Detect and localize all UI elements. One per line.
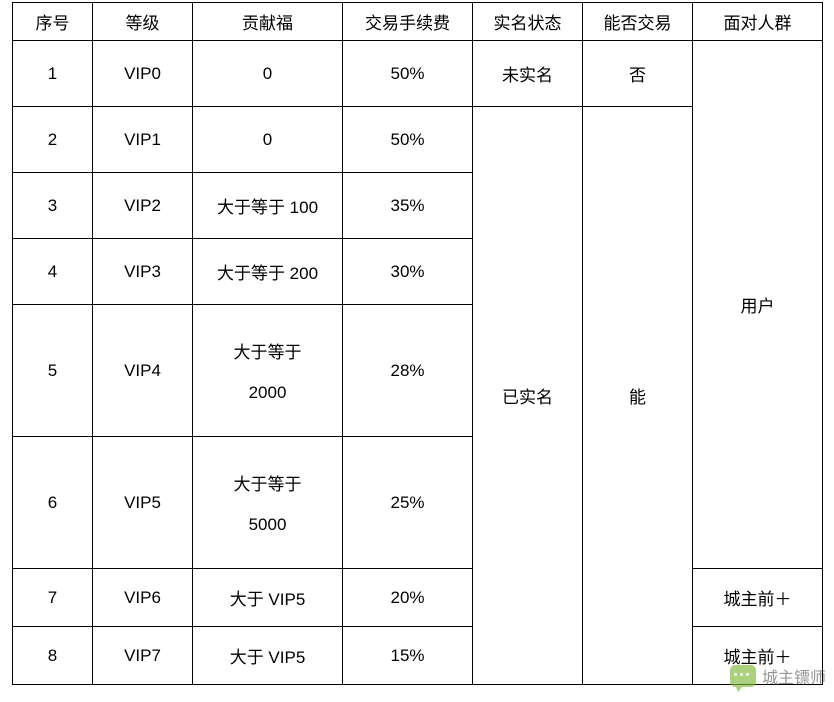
table-cell: 0: [193, 41, 343, 107]
table-cell: 5: [13, 305, 93, 437]
table-cell: 大于等于2000: [193, 305, 343, 437]
table-cell: 大于等于 200: [193, 239, 343, 305]
table-row: 7VIP6大于 VIP520% 城主前＋: [13, 569, 823, 627]
table-cell: 28%: [343, 305, 473, 437]
table-cell: 50%: [343, 41, 473, 107]
column-header: 贡献福: [193, 3, 343, 41]
table-cell: 4: [13, 239, 93, 305]
watermark-text: 城主镖师: [762, 664, 826, 688]
table-cell: 能: [583, 107, 693, 685]
table-cell: 6: [13, 437, 93, 569]
table-cell: 未实名: [473, 41, 583, 107]
table-cell: 50%: [343, 107, 473, 173]
table-cell: 30%: [343, 239, 473, 305]
column-header: 交易手续费: [343, 3, 473, 41]
table-cell: 否: [583, 41, 693, 107]
table-cell: 20%: [343, 569, 473, 627]
table-cell: VIP2: [93, 173, 193, 239]
table-cell: 1: [13, 41, 93, 107]
table-header-row: 序号等级贡献福交易手续费实名状态能否交易面对人群: [13, 3, 823, 41]
table-row: 1VIP0050%未实名否用户: [13, 41, 823, 107]
table-cell: 大于 VIP5: [193, 627, 343, 685]
table-cell: VIP1: [93, 107, 193, 173]
table-cell: 城主前＋: [693, 569, 823, 627]
column-header: 序号: [13, 3, 93, 41]
table-cell: 已实名: [473, 107, 583, 685]
table-cell: 3: [13, 173, 93, 239]
table-row: 8VIP7大于 VIP515%城主前＋: [13, 627, 823, 685]
table-cell: 大于等于5000: [193, 437, 343, 569]
table-cell: 2: [13, 107, 93, 173]
table-cell: 用户: [693, 41, 823, 569]
table-cell: 25%: [343, 437, 473, 569]
vip-table: 序号等级贡献福交易手续费实名状态能否交易面对人群 1VIP0050%未实名否用户…: [12, 2, 823, 685]
column-header: 等级: [93, 3, 193, 41]
table-cell: VIP6: [93, 569, 193, 627]
wechat-icon: [730, 665, 756, 687]
column-header: 实名状态: [473, 3, 583, 41]
table-cell: VIP7: [93, 627, 193, 685]
table-cell: 8: [13, 627, 93, 685]
column-header: 面对人群: [693, 3, 823, 41]
column-header: 能否交易: [583, 3, 693, 41]
watermark: 城主镖师: [730, 664, 826, 688]
table-cell: VIP5: [93, 437, 193, 569]
table-cell: VIP0: [93, 41, 193, 107]
table-cell: 35%: [343, 173, 473, 239]
table-cell: 0: [193, 107, 343, 173]
table-cell: VIP3: [93, 239, 193, 305]
table-cell: 大于等于 100: [193, 173, 343, 239]
table-cell: 大于 VIP5: [193, 569, 343, 627]
table-cell: VIP4: [93, 305, 193, 437]
table-cell: 15%: [343, 627, 473, 685]
table-cell: 7: [13, 569, 93, 627]
